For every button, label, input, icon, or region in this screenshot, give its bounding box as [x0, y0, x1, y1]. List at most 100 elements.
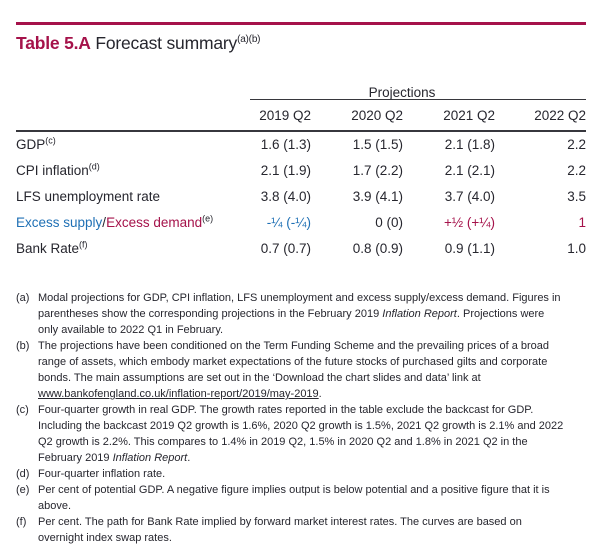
table-title-superscript: (a)(b) [237, 34, 261, 46]
footnote-label: (d) [16, 468, 30, 480]
table-title-text: Forecast summary [90, 33, 238, 53]
text-segment: 0.8 (0.9) [352, 240, 403, 256]
footnote-label: (b) [16, 340, 30, 352]
projections-group-header: Projections [218, 74, 587, 100]
footnote-text: Four-quarter inflation rate. [38, 466, 565, 482]
cell-value: 0 (0) [311, 209, 403, 235]
text-segment: . [318, 388, 322, 400]
table-row: CPI inflation(d) 2.1 (1.9) 1.7 (2.2) 2.1 (2… [16, 157, 586, 183]
column-header-2021-q2: 2021 Q2 [403, 100, 495, 132]
column-header-spacer [16, 100, 218, 132]
text-segment: 2.1 (2.1) [444, 162, 495, 178]
cell-value: 3.5 [495, 183, 586, 209]
text-segment: . Projections were only available to 202… [38, 308, 545, 336]
column-header-row: 2019 Q2 2020 Q2 2021 Q2 2022 Q2 [16, 100, 587, 132]
footnote-b: (b) The projections have been conditioned… [16, 338, 565, 402]
cell-value: 0.9 (1.1) [403, 235, 495, 261]
superscript: (f) [79, 239, 88, 249]
footnote-label: (f) [16, 516, 27, 528]
table-row: Bank Rate(f) 0.7 (0.7) 0.8 (0.9) 0.9 (1.1) 1… [16, 235, 586, 261]
cell-value: 2.1 (1.9) [218, 157, 311, 183]
cell-value: 1.7 (2.2) [311, 157, 403, 183]
text-segment: -¼ (-¼) [266, 214, 311, 230]
forecast-summary-table: Projections 2019 Q2 2020 Q2 2021 Q2 2022 Q2… [16, 74, 587, 261]
text-segment: Inflation Report [382, 308, 457, 320]
cell-value: 1.6 (1.3) [218, 131, 311, 157]
cell-value: 1.0 [495, 235, 586, 261]
text-segment: 2.1 (1.8) [444, 137, 495, 152]
cell-value: 2.2 [495, 157, 586, 183]
footnote-f: (f) Per cent. The path for Bank Rate impl… [16, 514, 565, 546]
text-segment: Per cent of potential GDP. A negative fi… [38, 484, 550, 512]
text-segment: 2.2 [567, 137, 587, 152]
row-label: LFS unemployment rate [16, 183, 218, 209]
footnote-label: (c) [16, 404, 29, 416]
footnote-text: Modal projections for GDP, CPI inflation… [38, 290, 565, 338]
text-segment: 3.7 (4.0) [444, 188, 495, 204]
column-header-2022-q2: 2022 Q2 [495, 100, 587, 132]
forecast-table-body: Projections 2019 Q2 2020 Q2 2021 Q2 2022 Q2… [16, 74, 587, 261]
text-segment: Modal projections for GDP, CPI inflation… [38, 292, 561, 320]
superscript: (d) [88, 161, 100, 171]
row-label: GDP(c) [16, 131, 218, 157]
text-segment: 1.6 (1.3) [260, 137, 311, 152]
cell-value: -¼ (-¼) [218, 209, 311, 235]
text-segment: The projections have been conditioned on… [38, 340, 550, 384]
cell-value: 1.5 (1.5) [311, 131, 403, 157]
row-label: Excess supply/Excess demand(e) [16, 209, 218, 235]
text-segment: 0 (0) [375, 214, 403, 230]
text-segment: Inflation Report [112, 452, 188, 464]
cell-value: +½ (+¼) [403, 209, 495, 235]
cell-value: 0.8 (0.9) [311, 235, 403, 261]
text-segment: 1.0 [567, 240, 587, 256]
text-segment: +½ (+¼) [443, 214, 495, 230]
cell-value: 2.1 (1.8) [403, 131, 495, 157]
cell-value: 3.7 (4.0) [403, 183, 495, 209]
cell-value: 2.2 [495, 131, 586, 157]
cell-value: 1 [495, 209, 587, 235]
text-segment: 3.8 (4.0) [260, 188, 311, 204]
footnote-e: (e) Per cent of potential GDP. A negative… [16, 482, 565, 514]
text-segment: / [102, 214, 107, 230]
footnote-link[interactable]: www.bankofengland.co.uk/inflation-report… [38, 388, 319, 400]
column-header-2019-q2: 2019 Q2 [218, 100, 311, 132]
footnote-a: (a) Modal projections for GDP, CPI inflat… [16, 290, 565, 338]
text-segment: Excess demand [106, 214, 203, 230]
row-label: Bank Rate(f) [16, 235, 218, 261]
text-segment: Four-quarter inflation rate. [38, 468, 166, 480]
text-segment: 1.7 (2.2) [352, 162, 403, 178]
row-label: CPI inflation(d) [16, 157, 218, 183]
footnote-text: The projections have been conditioned on… [38, 338, 565, 402]
table-top-rule [16, 22, 586, 25]
table-title: Table 5.A Forecast summary(a)(b) [16, 33, 261, 54]
projections-spacer-cell [16, 74, 218, 100]
text-segment: 1 [578, 214, 587, 230]
footnote-text: Per cent. The path for Bank Rate implied… [38, 514, 565, 546]
text-segment: 3.9 (4.1) [352, 188, 403, 204]
cell-value: 2.1 (2.1) [403, 157, 495, 183]
footnote-label: (e) [16, 484, 30, 496]
text-segment: Per cent. The path for Bank Rate implied… [38, 516, 522, 544]
projections-header-row: Projections [16, 74, 587, 100]
text-segment: 0.9 (1.1) [444, 240, 495, 256]
cell-value: 3.9 (4.1) [311, 183, 403, 209]
text-segment: 3.5 [567, 188, 587, 204]
text-segment: 2.2 [567, 162, 587, 178]
table-row: LFS unemployment rate 3.8 (4.0) 3.9 (4.1) 3… [16, 183, 586, 209]
table-number: Table 5.A [16, 33, 91, 53]
table-row: Excess supply/Excess demand(e) -¼ (-¼) 0 (… [16, 209, 586, 235]
table-row: GDP(c) 1.6 (1.3) 1.5 (1.5) 2.1 (1.8) 2.2 [16, 131, 586, 157]
footnote-c: (c) Four-quarter growth in real GDP. The … [16, 402, 565, 466]
text-segment: CPI inflation [16, 162, 89, 178]
text-segment: GDP [16, 137, 46, 152]
text-segment: LFS unemployment rate [16, 188, 161, 204]
cell-value: 3.8 (4.0) [218, 183, 311, 209]
footnote-text: Four-quarter growth in real GDP. The gro… [38, 402, 565, 466]
text-segment: Excess supply [16, 214, 103, 230]
text-segment: Four-quarter growth in real GDP. The gro… [38, 404, 564, 464]
cell-value: 0.7 (0.7) [218, 235, 311, 261]
footnotes: (a) Modal projections for GDP, CPI inflat… [16, 290, 565, 546]
text-segment: 1.5 (1.5) [352, 137, 403, 152]
text-segment: 2.1 (1.9) [260, 162, 311, 178]
